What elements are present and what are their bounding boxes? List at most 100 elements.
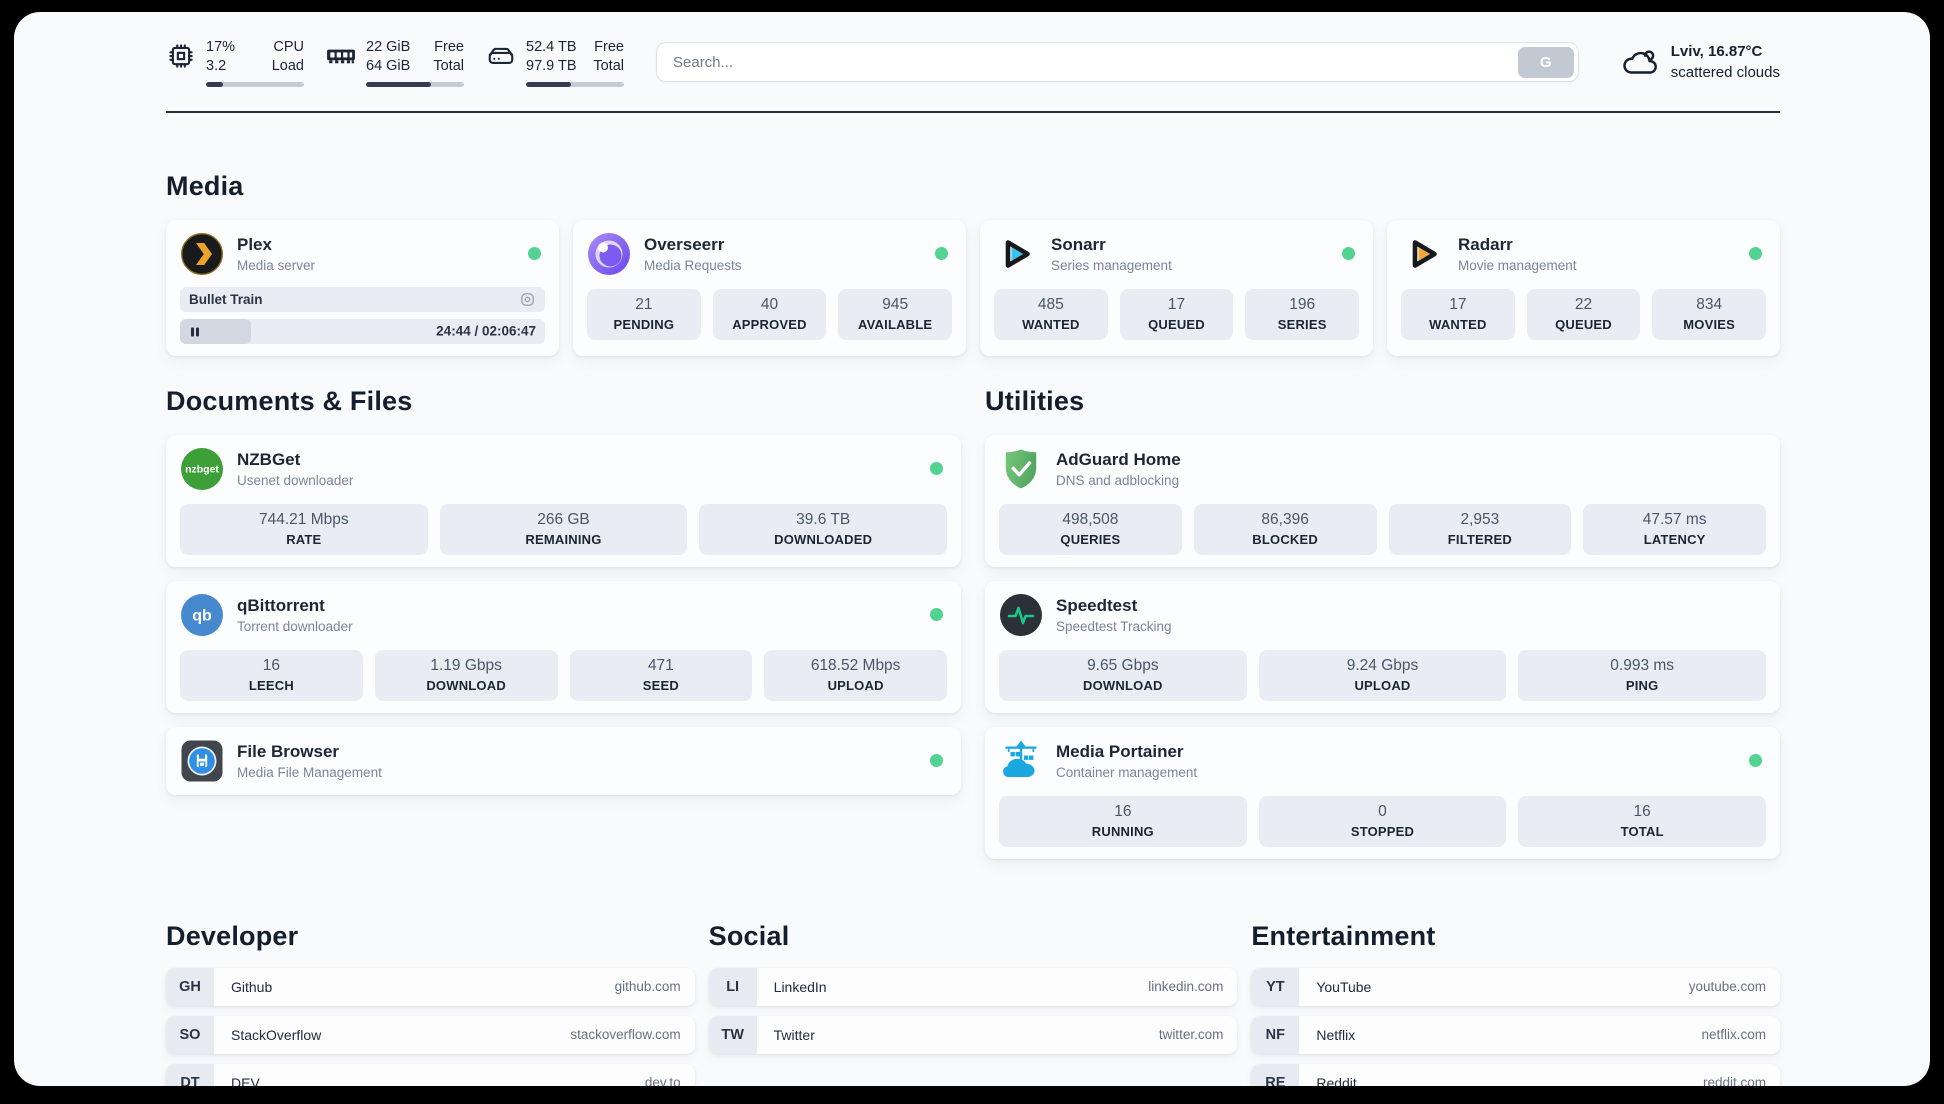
bookmark-linkedin[interactable]: LI LinkedIn linkedin.com (708, 967, 1238, 1006)
search-engine-button[interactable]: G (1517, 46, 1574, 78)
app-desc: Media File Management (237, 764, 382, 780)
app-name: Radarr (1458, 234, 1513, 254)
sonarr-icon (994, 232, 1038, 276)
bookmark-url: youtube.com (1688, 979, 1766, 995)
stat-total: 16 TOTAL (1518, 795, 1766, 847)
search-input[interactable] (657, 43, 1518, 82)
bookmark-dev[interactable]: DT DEV dev.to (166, 1063, 695, 1086)
stat-wanted: 17 WANTED (1401, 288, 1515, 340)
ram-icon (326, 41, 356, 71)
bookmark-url: linkedin.com (1148, 979, 1224, 995)
app-card-portainer[interactable]: Media Portainer Container management 16 … (985, 726, 1780, 859)
stat-running: 16 RUNNING (999, 795, 1247, 847)
status-online-dot (1749, 247, 1762, 261)
app-desc: Torrent downloader (237, 618, 353, 634)
bookmark-url: github.com (614, 979, 681, 995)
bookmark-abbr: RE (1251, 1063, 1300, 1086)
app-name: File Browser (237, 741, 340, 761)
app-name: NZBGet (237, 449, 301, 469)
app-card-qbittorrent[interactable]: qb qBittorrent Torrent downloader (166, 580, 961, 713)
nzbget-icon: nzbget (180, 447, 224, 491)
app-card-radarr[interactable]: Radarr Movie management 17 WANTED 22 QUE… (1387, 219, 1780, 356)
speedtest-icon (999, 593, 1043, 637)
section-title-media: Media (166, 170, 244, 201)
bookmark-reddit[interactable]: RE Reddit reddit.com (1251, 1063, 1780, 1086)
svg-text:nzbget: nzbget (185, 463, 219, 475)
app-desc: Speedtest Tracking (1056, 618, 1172, 634)
bookmark-url: twitter.com (1158, 1027, 1224, 1043)
header-divider (166, 110, 1780, 113)
bookmark-github[interactable]: GH Github github.com (166, 967, 695, 1006)
stat-latency: 47.57 ms LATENCY (1583, 503, 1766, 555)
disk-free-value: 52.4 TB (526, 39, 577, 55)
section-title-utilities: Utilities (985, 385, 1085, 416)
bookmark-name: Reddit (1316, 1074, 1357, 1086)
app-name: Overseerr (644, 234, 725, 254)
app-desc: Media Requests (644, 257, 742, 273)
ram-free-label: Free (434, 39, 464, 55)
header: 17% 3.2 CPU Load (166, 38, 1780, 87)
documents-column: Documents & Files nzbget (166, 386, 961, 859)
app-name: Speedtest (1056, 595, 1138, 615)
developer-column: Developer GH Github github.com SO StackO… (166, 921, 695, 1086)
stat-leech: 16 LEECH (180, 649, 363, 701)
stat-filtered: 2,953 FILTERED (1388, 503, 1572, 555)
section-title-documents: Documents & Files (166, 385, 413, 416)
app-desc: Movie management (1458, 257, 1577, 273)
status-online-dot (528, 247, 541, 261)
stat-available: 945 AVAILABLE (838, 288, 952, 340)
stat-pending: 21 PENDING (587, 288, 701, 340)
app-card-filebrowser[interactable]: File Browser Media File Management (166, 726, 961, 795)
stat-remaining: 266 GB REMAINING (439, 503, 688, 555)
bookmark-twitter[interactable]: TW Twitter twitter.com (708, 1015, 1238, 1054)
bookmark-youtube[interactable]: YT YouTube youtube.com (1251, 967, 1780, 1006)
now-playing-title: Bullet Train (189, 291, 263, 307)
bookmark-name: Twitter (773, 1026, 815, 1043)
app-name: Media Portainer (1056, 741, 1184, 761)
playback-progressbar: 24:44 / 02:06:47 (180, 318, 545, 344)
app-card-overseerr[interactable]: Overseerr Media Requests 21 PENDING 40 A… (573, 219, 966, 356)
stat-seed: 471 SEED (569, 649, 753, 701)
app-name: Sonarr (1051, 234, 1106, 254)
bookmark-abbr: SO (166, 1015, 214, 1054)
bookmark-abbr: TW (708, 1015, 757, 1054)
bookmark-url: reddit.com (1702, 1075, 1766, 1086)
bookmark-url: netflix.com (1701, 1027, 1766, 1043)
dashboard-page: 17% 3.2 CPU Load (14, 12, 1930, 1086)
stat-download: 1.19 Gbps DOWNLOAD (374, 649, 558, 701)
bookmark-abbr: YT (1251, 967, 1300, 1006)
social-column: Social LI LinkedIn linkedin.com TW Twitt… (708, 921, 1238, 1086)
ram-total-value: 64 GiB (366, 57, 411, 74)
svg-text:qb: qb (192, 607, 212, 624)
app-name: qBittorrent (237, 595, 325, 615)
bookmark-netflix[interactable]: NF Netflix netflix.com (1251, 1015, 1780, 1054)
weather-widget: Lviv, 16.87°C scattered clouds (1621, 41, 1780, 83)
app-card-adguard[interactable]: AdGuard Home DNS and adblocking 498,508 … (985, 434, 1780, 567)
stat-approved: 40 APPROVED (712, 288, 827, 340)
stat-queries: 498,508 QUERIES (999, 503, 1182, 555)
stat-downloaded: 39.6 TB DOWNLOADED (699, 503, 947, 555)
stat-stopped: 0 STOPPED (1258, 795, 1507, 847)
app-desc: DNS and adblocking (1056, 472, 1180, 488)
app-card-sonarr[interactable]: Sonarr Series management 485 WANTED 17 Q… (980, 219, 1373, 356)
stat-queued: 17 QUEUED (1119, 288, 1234, 340)
cpu-progressbar (206, 81, 304, 87)
overseerr-icon (587, 232, 631, 276)
status-online-dot (930, 462, 943, 476)
bookmark-abbr: DT (166, 1063, 214, 1086)
now-playing-row: Bullet Train (180, 286, 545, 312)
app-desc: Usenet downloader (237, 472, 354, 488)
section-title-developer: Developer (166, 920, 299, 951)
app-card-plex[interactable]: Plex Media server Bullet Train (166, 219, 559, 356)
search-bar: G (656, 42, 1579, 83)
weather-location-temp: Lviv, 16.87°C (1670, 43, 1763, 61)
bookmark-abbr: NF (1251, 1015, 1300, 1054)
app-card-nzbget[interactable]: nzbget NZBGet Usenet downloader 74 (166, 434, 961, 567)
app-name: AdGuard Home (1056, 449, 1181, 469)
app-desc: Media server (237, 257, 316, 273)
ram-free-value: 22 GiB (366, 39, 411, 55)
disk-progressbar (526, 81, 624, 87)
app-card-speedtest[interactable]: Speedtest Speedtest Tracking 9.65 Gbps D… (985, 580, 1780, 713)
bookmark-abbr: GH (166, 967, 214, 1006)
bookmark-stackoverflow[interactable]: SO StackOverflow stackoverflow.com (166, 1015, 695, 1054)
